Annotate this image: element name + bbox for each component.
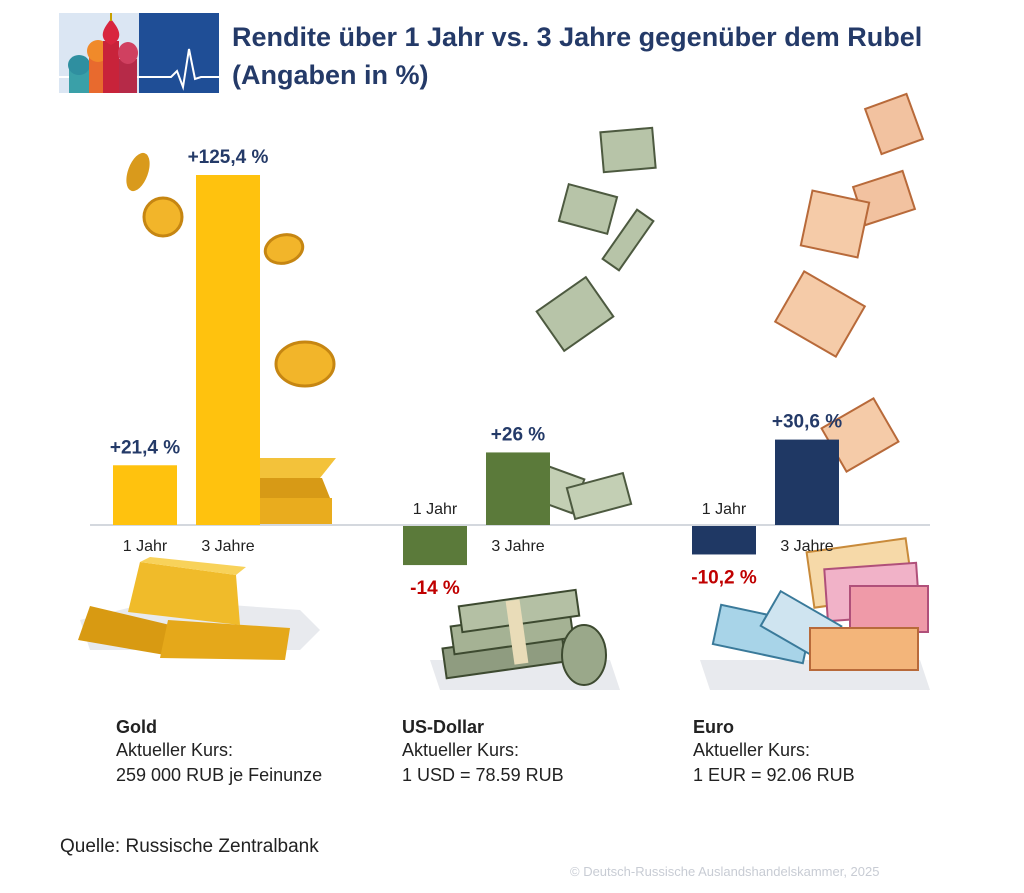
copyright-note: © Deutsch-Russische Auslandshandelskamme… xyxy=(570,864,880,879)
bar-usd-1-jahr xyxy=(403,526,467,566)
bar-gold-3-jahre xyxy=(196,175,260,525)
dollar-stacks-icon xyxy=(430,588,620,690)
axis-tick-label: 1 Jahr xyxy=(413,501,458,518)
chart-title-line2: (Angaben in %) xyxy=(232,60,429,90)
gold-coins-icon xyxy=(126,152,336,388)
axis-tick-label: 1 Jahr xyxy=(123,538,168,555)
bar-value-label: +30,6 % xyxy=(772,412,842,433)
axis-tick-label: 1 Jahr xyxy=(702,501,747,518)
bar-value-label: -10,2 % xyxy=(691,567,757,588)
asset-info-usd: US-Dollar Aktueller Kurs: 1 USD = 78.59 … xyxy=(402,717,662,788)
axis-tick-label: 3 Jahre xyxy=(491,538,544,555)
bar-euro-3-jahre xyxy=(775,439,839,525)
bar-gold-1-jahr xyxy=(113,465,177,525)
asset-name: US-Dollar xyxy=(402,717,485,737)
bar-value-label: +125,4 % xyxy=(188,147,269,168)
euro-bills-icon xyxy=(773,92,925,474)
bar-value-label: +26 % xyxy=(491,424,546,445)
asset-kurs-label: Aktueller Kurs: xyxy=(693,740,811,760)
asset-kurs-value: 1 USD = 78.59 RUB xyxy=(402,765,564,785)
axis-tick-label: 3 Jahre xyxy=(201,538,254,555)
bar-value-label: +21,4 % xyxy=(110,437,180,458)
asset-kurs-label: Aktueller Kurs: xyxy=(116,740,234,760)
asset-kurs-label: Aktueller Kurs: xyxy=(402,740,520,760)
asset-kurs-value: 1 EUR = 92.06 RUB xyxy=(693,765,855,785)
bar-euro-1-jahr xyxy=(692,526,756,555)
chart-title: Rendite über 1 Jahr vs. 3 Jahre gegenübe… xyxy=(232,18,952,94)
source-note: Quelle: Russische Zentralbank xyxy=(60,836,319,857)
bar-usd-3-jahre xyxy=(486,452,550,525)
euro-stacks-icon xyxy=(700,537,930,690)
kremlin-logo xyxy=(59,13,219,93)
bar-value-label: -14 % xyxy=(410,578,460,599)
chart-title-line1: Rendite über 1 Jahr vs. 3 Jahre gegenübe… xyxy=(232,22,923,52)
asset-name: Gold xyxy=(116,717,157,737)
asset-info-gold: Gold Aktueller Kurs: 259 000 RUB je Fein… xyxy=(116,717,376,788)
asset-name: Euro xyxy=(693,717,735,737)
asset-kurs-value: 259 000 RUB je Feinunze xyxy=(116,765,323,785)
dollar-bills-icon xyxy=(514,126,657,521)
gold-bars-icon xyxy=(78,458,336,660)
axis-tick-label: 3 Jahre xyxy=(780,538,833,555)
asset-info-euro: Euro Aktueller Kurs: 1 EUR = 92.06 RUB xyxy=(693,717,953,788)
